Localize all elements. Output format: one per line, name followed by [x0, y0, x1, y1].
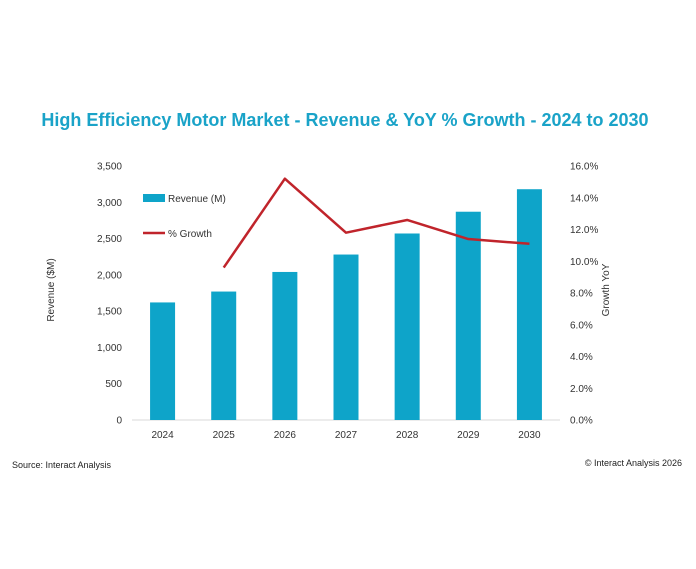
- y-left-tick-label: 3,500: [97, 162, 122, 173]
- y-left-tick-label: 0: [116, 416, 122, 427]
- legend-swatch-revenue: [143, 194, 165, 202]
- growth-line-series: [222, 177, 530, 269]
- revenue-bar: [150, 302, 176, 420]
- y-left-tick-label: 3,000: [97, 198, 122, 209]
- x-tick-label: 2029: [457, 430, 480, 441]
- x-tick-label: 2024: [151, 430, 174, 441]
- growth-line-path: [222, 177, 530, 269]
- x-tick-label: 2030: [518, 430, 541, 441]
- revenue-bar: [516, 189, 542, 420]
- copyright-note: © Interact Analysis 2026: [584, 458, 682, 468]
- y-right-tick-label: 12.0%: [570, 225, 598, 236]
- y-right-tick-label: 16.0%: [570, 162, 598, 173]
- bar-series: [150, 189, 542, 420]
- legend: Revenue (M) % Growth: [143, 194, 226, 240]
- y-right-tick-label: 2.0%: [570, 384, 593, 395]
- y-right-tick-label: 8.0%: [570, 289, 593, 300]
- y-left-tick-label: 2,500: [97, 234, 122, 245]
- revenue-bar: [394, 233, 420, 420]
- y-axis-right-title: Growth YoY: [601, 263, 612, 316]
- revenue-bar: [455, 211, 481, 420]
- y-right-tick-label: 6.0%: [570, 320, 593, 331]
- x-tick-label: 2028: [396, 430, 419, 441]
- y-left-tick-label: 1,500: [97, 307, 122, 318]
- y-right-tick-label: 0.0%: [570, 416, 593, 427]
- y-axis-left: 0 500 1,000 1,500 2,000 2,500 3,000 3,500: [97, 162, 122, 427]
- y-right-tick-label: 14.0%: [570, 193, 598, 204]
- revenue-bar: [333, 254, 359, 420]
- revenue-bar: [211, 291, 237, 420]
- chart-title: High Efficiency Motor Market - Revenue &…: [41, 110, 648, 130]
- y-axis-right: 0.0% 2.0% 4.0% 6.0% 8.0% 10.0% 12.0% 14.0% 16.0%: [570, 162, 598, 427]
- y-left-tick-label: 500: [105, 379, 122, 390]
- y-axis-left-title: Revenue ($M): [46, 258, 57, 321]
- x-tick-label: 2026: [274, 430, 297, 441]
- legend-label-revenue: Revenue (M): [168, 194, 226, 205]
- y-right-tick-label: 4.0%: [570, 352, 593, 363]
- y-left-tick-label: 2,000: [97, 270, 122, 281]
- revenue-bar: [272, 271, 298, 420]
- legend-label-growth: % Growth: [168, 229, 212, 240]
- y-right-tick-label: 10.0%: [570, 257, 598, 268]
- source-note: Source: Interact Analysis: [12, 460, 112, 470]
- y-left-tick-label: 1,000: [97, 343, 122, 354]
- x-tick-label: 2025: [213, 430, 236, 441]
- x-axis: 2024 2025 2026 2027 2028 2029 2030: [151, 430, 541, 441]
- x-tick-label: 2027: [335, 430, 358, 441]
